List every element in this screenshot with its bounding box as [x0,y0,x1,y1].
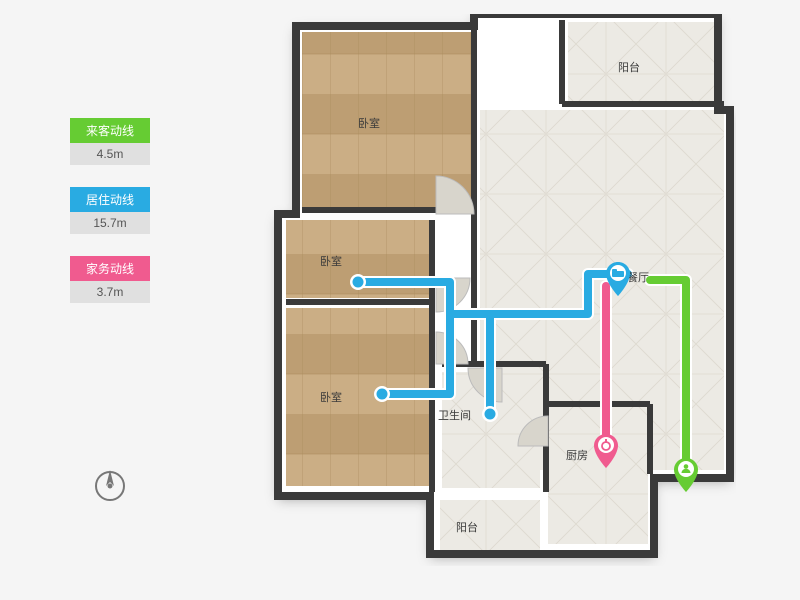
room-label-balcony-1: 阳台 [618,59,640,75]
room-label-balcony-2: 阳台 [456,519,478,535]
legend-item-guest: 来客动线 4.5m [70,118,150,165]
legend-housework-value: 3.7m [70,281,150,303]
room-label-bathroom: 卫生间 [438,407,471,423]
compass-icon [90,466,130,511]
legend-guest-label: 来客动线 [70,118,150,143]
floorplan: 卧室卧室卧室阳台卫生间厨房阳台客餐厅 [246,14,736,566]
room-label-bedroom-3: 卧室 [320,389,342,405]
legend-item-resident: 居住动线 15.7m [70,187,150,234]
legend-housework-label: 家务动线 [70,256,150,281]
legend-resident-value: 15.7m [70,212,150,234]
room-label-bedroom-2: 卧室 [320,253,342,269]
room-label-bedroom-1: 卧室 [358,115,380,131]
legend-item-housework: 家务动线 3.7m [70,256,150,303]
legend: 来客动线 4.5m 居住动线 15.7m 家务动线 3.7m [70,118,150,325]
legend-guest-value: 4.5m [70,143,150,165]
legend-resident-label: 居住动线 [70,187,150,212]
room-label-kitchen: 厨房 [566,447,588,463]
